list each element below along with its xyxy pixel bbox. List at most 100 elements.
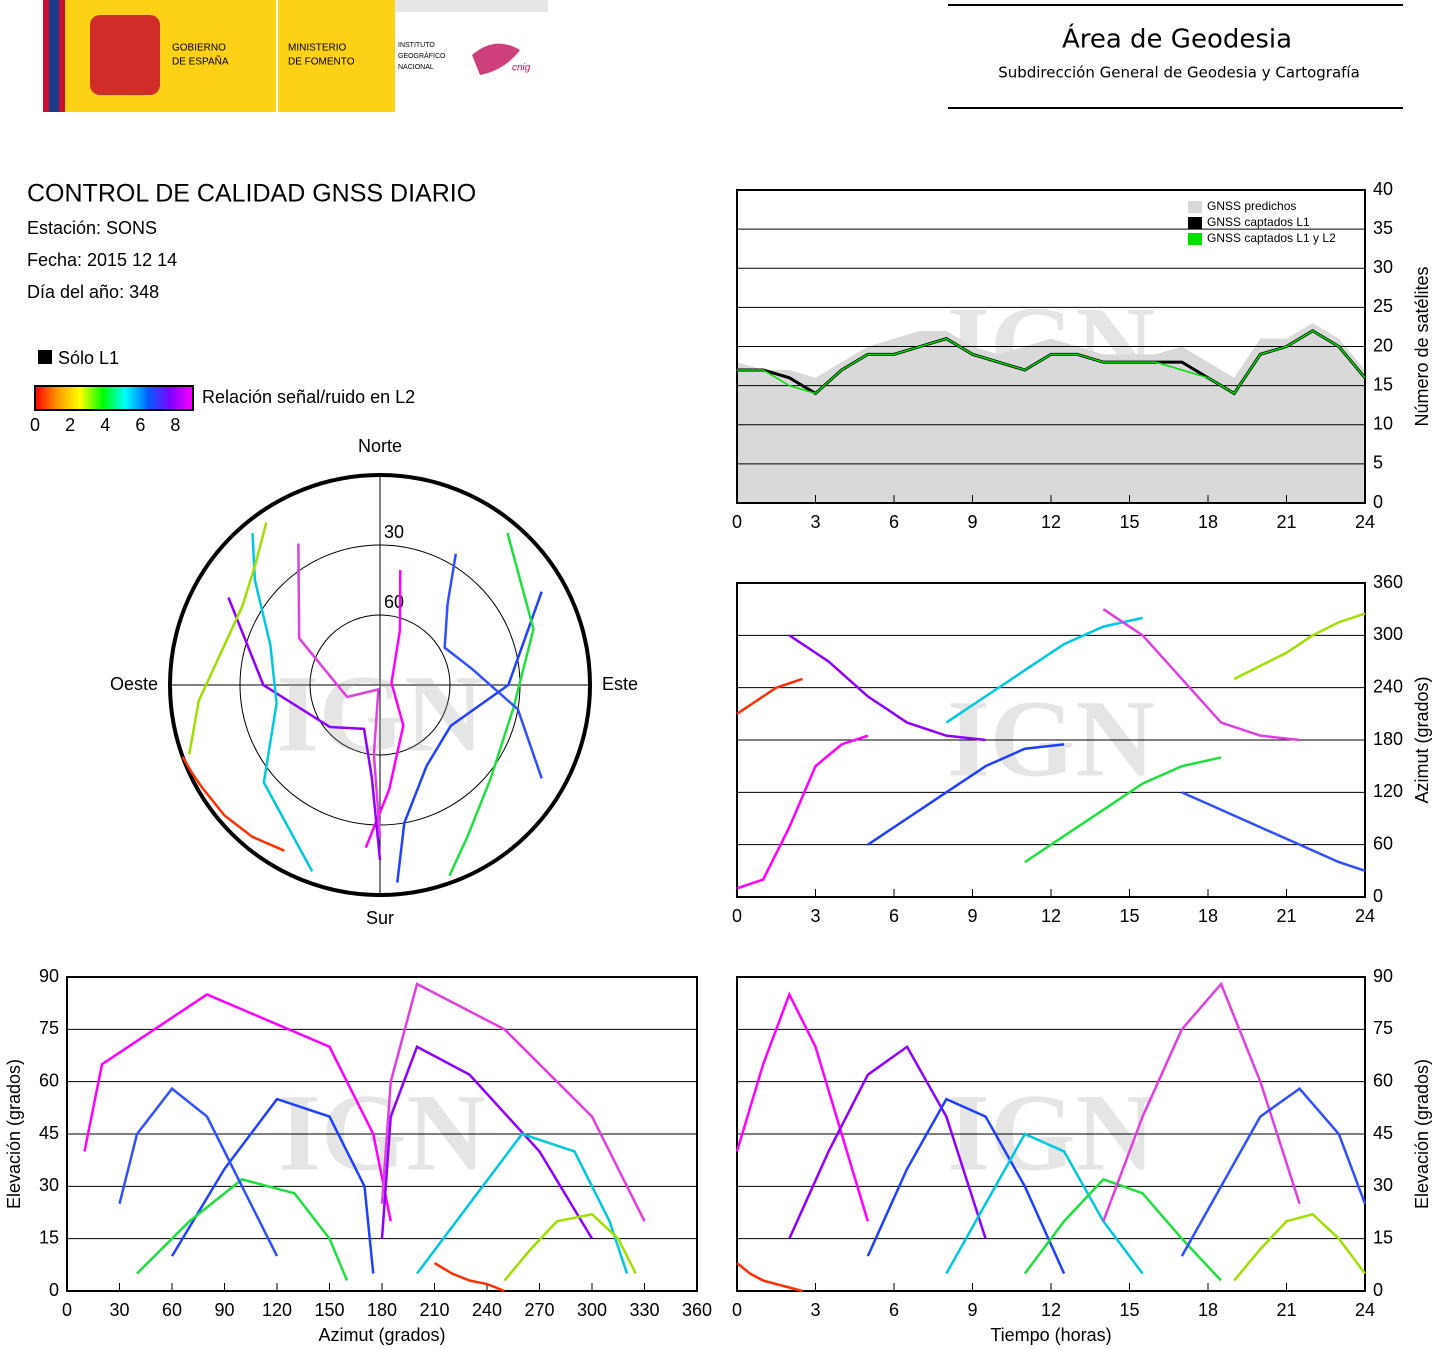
- x-tick-label: 21: [1276, 1300, 1296, 1320]
- colorbar-tick: 0: [30, 415, 40, 435]
- y-tick-label: 40: [1373, 179, 1393, 199]
- y-tick-label: 45: [39, 1123, 59, 1143]
- y-axis-label: Azimut (grados): [1412, 676, 1432, 803]
- l1-label: Sólo L1: [58, 348, 119, 368]
- elevation-azimuth-track: [503, 1212, 637, 1282]
- sky-track: [396, 591, 543, 883]
- azimuth-track: [1102, 608, 1300, 742]
- plot-frame: [736, 976, 1366, 1292]
- y-tick-label: 20: [1373, 335, 1393, 355]
- cnig: cnig: [512, 63, 531, 74]
- gov: DE ESPAÑA: [172, 55, 229, 68]
- sky-track: [181, 756, 285, 852]
- elevation-azimuth-track: [170, 1097, 375, 1274]
- azimuth-track: [736, 734, 869, 890]
- station: Estación: SONS: [27, 218, 157, 238]
- sky-track: [448, 532, 535, 877]
- x-tick-label: 24: [1355, 512, 1375, 532]
- y-tick-label: 15: [1373, 1227, 1393, 1247]
- elevation-time-track: [1023, 1177, 1222, 1282]
- x-tick-label: 24: [1355, 1300, 1375, 1320]
- flag-blue: [49, 0, 59, 112]
- elevation-time-track: [736, 1262, 803, 1293]
- elevation-time-track: [866, 1097, 1066, 1275]
- elevation-azimuth-track: [433, 1262, 505, 1293]
- x-tick-label: 330: [629, 1300, 659, 1320]
- y-tick-label: 35: [1373, 218, 1393, 238]
- colorbar-tick: 2: [65, 415, 75, 435]
- date: Fecha: 2015 12 14: [27, 250, 177, 270]
- x-tick-label: 210: [419, 1300, 449, 1320]
- doy: Día del año: 348: [27, 282, 159, 302]
- azimuth-track: [1024, 756, 1222, 864]
- x-tick-label: 9: [967, 1300, 977, 1320]
- x-tick-label: 24: [1355, 906, 1375, 926]
- sky-north: Norte: [358, 436, 402, 456]
- plot-frame: [66, 976, 698, 1292]
- y-tick-label: 60: [1373, 833, 1393, 853]
- elevation-time-track: [1180, 1086, 1367, 1257]
- sky-track: [364, 570, 405, 849]
- colorbar-tick: 6: [135, 415, 145, 435]
- elevation-azimuth-track: [83, 993, 392, 1222]
- elevation-azimuth-track: [416, 1132, 629, 1275]
- y-tick-label: 360: [1373, 572, 1403, 592]
- x-tick-label: 12: [1041, 512, 1061, 532]
- x-tick-label: 18: [1198, 906, 1218, 926]
- x-tick-label: 21: [1276, 512, 1296, 532]
- legend-swatch: [1188, 217, 1202, 229]
- azimuth-track: [788, 634, 986, 742]
- x-axis-label: Azimut (grados): [318, 1325, 445, 1345]
- elevation-time-track: [1102, 981, 1301, 1222]
- x-tick-label: 150: [314, 1300, 344, 1320]
- plot-frame: [736, 582, 1366, 898]
- y-tick-label: 240: [1373, 676, 1403, 696]
- y-tick-label: 90: [1373, 966, 1393, 986]
- ign: INSTITUTO: [398, 42, 435, 49]
- x-tick-label: 3: [810, 1300, 820, 1320]
- y-axis-label: Elevación (grados): [4, 1059, 24, 1209]
- legend-label: GNSS predichos: [1207, 199, 1296, 213]
- y-tick-label: 0: [1373, 886, 1383, 906]
- x-tick-label: 12: [1041, 1300, 1061, 1320]
- x-tick-label: 0: [732, 512, 742, 532]
- y-tick-label: 75: [1373, 1018, 1393, 1038]
- sky-ring-label: 30: [384, 522, 404, 542]
- y-tick-label: 90: [39, 966, 59, 986]
- elevation-azimuth-track: [136, 1177, 349, 1282]
- watermark: IGN: [947, 1071, 1155, 1193]
- x-tick-label: 15: [1119, 512, 1139, 532]
- watermark: IGN: [276, 652, 484, 774]
- ign: NACIONAL: [398, 64, 434, 71]
- y-tick-label: 0: [49, 1280, 59, 1300]
- elevation-azimuth-track: [380, 982, 646, 1222]
- colorbar-label: Relación señal/ruido en L2: [202, 387, 415, 407]
- ministry: DE FOMENTO: [288, 57, 355, 68]
- y-tick-label: 30: [39, 1175, 59, 1195]
- x-tick-label: 12: [1041, 906, 1061, 926]
- colorbar-tick: 4: [100, 415, 110, 435]
- x-tick-label: 0: [732, 906, 742, 926]
- predicted-area: [737, 323, 1365, 503]
- azimuth-track: [1181, 791, 1366, 873]
- x-tick-label: 15: [1119, 906, 1139, 926]
- sky-south: Sur: [366, 908, 394, 928]
- elevation-azimuth-track: [118, 1086, 279, 1257]
- x-tick-label: 9: [967, 906, 977, 926]
- elevation-azimuth-track: [380, 1045, 594, 1240]
- y-tick-label: 0: [1373, 492, 1383, 512]
- plot-frame: [736, 189, 1366, 504]
- azimuth-track: [945, 616, 1143, 724]
- report-title: CONTROL DE CALIDAD GNSS DIARIO: [27, 180, 476, 208]
- x-tick-label: 3: [810, 512, 820, 532]
- x-tick-label: 30: [109, 1300, 129, 1320]
- sky-ring: [309, 614, 451, 756]
- colorbar-tick: 8: [170, 415, 180, 435]
- y-tick-label: 60: [39, 1070, 59, 1090]
- y-tick-label: 45: [1373, 1123, 1393, 1143]
- gov: GOBIERNO: [172, 43, 226, 54]
- x-tick-label: 18: [1198, 512, 1218, 532]
- y-tick-label: 75: [39, 1018, 59, 1038]
- x-tick-label: 21: [1276, 906, 1296, 926]
